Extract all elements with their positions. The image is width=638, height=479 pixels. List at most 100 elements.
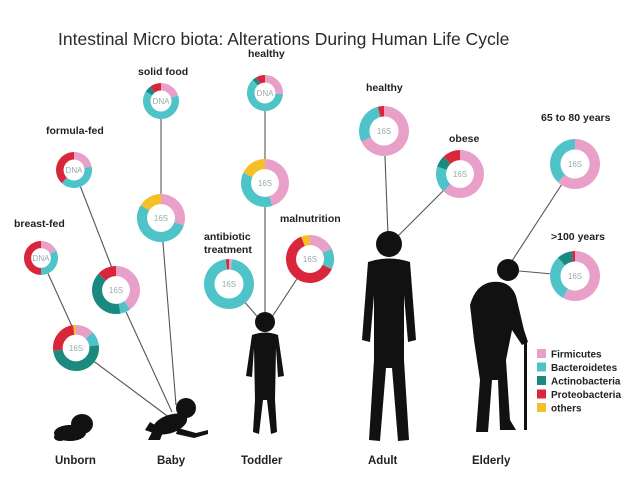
donut-method-label: 16S xyxy=(109,286,123,295)
label-malnutrition: malnutrition xyxy=(280,213,341,225)
donut-segment-bacteroidetes xyxy=(436,166,451,192)
donut-segment-firmicutes xyxy=(75,325,93,340)
donut-segment-proteobacteria xyxy=(56,152,75,184)
donut-segment-proteobacteria xyxy=(256,75,266,84)
stage-label-elderly: Elderly xyxy=(472,455,511,467)
donut-method-label: DNA xyxy=(66,166,84,175)
donut-segment-proteobacteria xyxy=(286,236,332,283)
donut-segment-firmicutes xyxy=(264,75,283,95)
donut-segment-others xyxy=(140,194,162,211)
donut-adult-healthy-16s: 16S xyxy=(359,106,409,156)
donut-segment-proteobacteria xyxy=(53,325,75,351)
donut-segment-firmicutes xyxy=(361,106,409,156)
donut-charts: DNA 16S DNA 16S DNA 16S DNA 16S 16S 16S 16S 16S 16S 1… xyxy=(24,75,600,371)
donut-method-label: 16S xyxy=(303,255,317,264)
legend-label-actinobacteria: Actinobacteria xyxy=(551,377,621,388)
label-formula-fed: formula-fed xyxy=(46,125,104,137)
donut-segment-firmicutes xyxy=(309,235,332,254)
stage-label-toddler: Toddler xyxy=(241,455,283,467)
legend-label-others: others xyxy=(551,404,582,415)
label-breast-fed: breast-fed xyxy=(14,218,65,230)
donut-segment-firmicutes xyxy=(160,194,185,226)
donut-segment-bacteroidetes xyxy=(118,301,131,314)
donut-method-label: 16S xyxy=(377,127,391,136)
donut-segment-bacteroidetes xyxy=(85,332,99,347)
donut-segment-bacteroidetes xyxy=(322,248,334,270)
label-solid-food: solid food xyxy=(138,66,188,78)
donut-segment-bacteroidetes xyxy=(241,172,273,207)
donut-segment-others xyxy=(301,234,311,247)
donut-solidfood-16s: 16S xyxy=(137,194,185,242)
diagram-title: Intestinal Micro biota: Alterations Duri… xyxy=(58,29,509,49)
donut-segment-others xyxy=(243,159,266,178)
donut-antibiotic-16s: 16S xyxy=(204,259,254,309)
donut-segment-proteobacteria xyxy=(98,266,117,281)
donut-segment-bacteroidetes xyxy=(137,205,184,242)
donut-toddler-healthy-16s: 16S xyxy=(241,159,289,207)
donut-malnutrition-16s: 16S xyxy=(286,234,334,283)
legend-swatch-actinobacteria xyxy=(537,376,546,385)
donut-method-label: 16S xyxy=(453,170,467,179)
donut-segment-bacteroidetes xyxy=(247,79,283,111)
donut-segment-firmicutes xyxy=(40,241,57,255)
toddler-silhouette xyxy=(246,312,284,434)
donut-segment-bacteroidetes xyxy=(359,106,381,142)
donut-segment-proteobacteria xyxy=(150,83,162,93)
donut-segment-bacteroidetes xyxy=(550,257,569,298)
elderly-silhouette xyxy=(470,259,528,432)
donut-toddler-healthy-dna: DNA xyxy=(247,75,283,111)
legend: Firmicutes Bacteroidetes Actinobacteria Pro… xyxy=(537,349,621,415)
donut-method-label: 16S xyxy=(222,280,236,289)
donut-segment-proteobacteria xyxy=(443,150,461,165)
adult-silhouette xyxy=(362,231,416,441)
donut-segment-actinobacteria xyxy=(437,156,451,170)
donut-method-label: 16S xyxy=(69,344,83,353)
connector-solidfood-16s xyxy=(160,217,177,406)
stage-label-unborn: Unborn xyxy=(55,455,96,467)
stage-label-baby: Baby xyxy=(157,455,186,467)
donut-segment-actinobacteria xyxy=(557,251,574,266)
donut-segment-proteobacteria xyxy=(377,106,385,117)
donut-elderly-100-16s: 16S xyxy=(550,251,600,301)
donut-segment-bacteroidetes xyxy=(40,250,58,275)
donut-breastfed-16s: 16S xyxy=(53,325,99,371)
donut-segment-firmicutes xyxy=(443,150,484,198)
donut-solidfood-dna: DNA xyxy=(143,83,179,119)
donut-segment-actinobacteria xyxy=(92,273,121,314)
label-over-100: >100 years xyxy=(551,231,605,243)
donut-segment-firmicutes xyxy=(562,251,600,301)
legend-label-bacteroidetes: Bacteroidetes xyxy=(551,363,618,374)
label-healthy-adult: healthy xyxy=(366,82,403,94)
legend-swatch-others xyxy=(537,403,546,412)
donut-formulafed-dna: DNA xyxy=(56,152,92,188)
donut-method-label: 16S xyxy=(568,272,582,281)
donut-segment-bacteroidetes xyxy=(61,166,92,188)
label-65-to-80: 65 to 80 years xyxy=(541,112,611,124)
donut-segment-firmicutes xyxy=(160,83,179,99)
donut-segment-actinobacteria xyxy=(53,345,99,371)
donut-segment-firmicutes xyxy=(557,139,600,189)
donut-segment-actinobacteria xyxy=(252,77,261,86)
donut-method-label: 16S xyxy=(568,160,582,169)
donut-segment-bacteroidetes xyxy=(204,259,254,309)
label-antibiotic-line2: treatment xyxy=(204,244,252,256)
donut-method-label: DNA xyxy=(257,89,275,98)
donut-segment-firmicutes xyxy=(115,266,140,310)
donut-segment-actinobacteria xyxy=(145,86,155,96)
donut-elderly-65-16s: 16S xyxy=(550,139,600,189)
donut-segment-proteobacteria xyxy=(24,241,42,275)
donut-method-label: 16S xyxy=(258,179,272,188)
unborn-silhouette xyxy=(54,414,93,441)
donut-method-label: DNA xyxy=(153,97,171,106)
donut-method-label: DNA xyxy=(33,254,51,263)
legend-label-firmicutes: Firmicutes xyxy=(551,350,602,361)
legend-swatch-bacteroidetes xyxy=(537,362,546,372)
donut-segment-firmicutes xyxy=(264,159,289,206)
baby-silhouette xyxy=(145,398,208,440)
donut-segment-firmicutes xyxy=(73,152,92,169)
donut-adult-obese-16s: 16S xyxy=(436,150,484,198)
label-obese: obese xyxy=(449,133,480,145)
donut-segment-bacteroidetes xyxy=(550,139,576,183)
donut-segment-bacteroidetes xyxy=(143,91,179,119)
